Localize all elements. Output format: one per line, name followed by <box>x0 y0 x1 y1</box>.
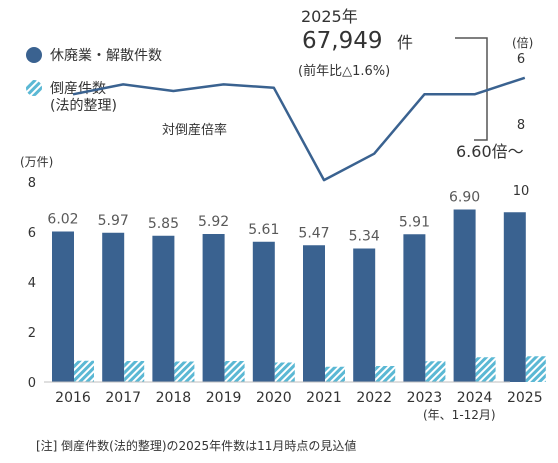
x-axis-tick-label: 2019 <box>206 390 242 406</box>
bar-bankruptcies <box>174 361 195 382</box>
header-yoy: (前年比△1.6%) <box>298 63 390 79</box>
value-label: 6.02 <box>47 212 78 228</box>
bar-closures <box>152 235 175 382</box>
right-axis-ticks: 6 8 10 <box>513 52 530 199</box>
right-axis-tick-label: 8 <box>517 118 525 133</box>
x-axis-tick-label: 2024 <box>457 390 493 406</box>
value-label: 5.34 <box>349 229 380 245</box>
header-count: 67,949 <box>302 28 382 54</box>
value-label: 5.47 <box>298 225 329 241</box>
legend-label-line: 倒産件数 <box>50 81 106 97</box>
bar-closures <box>102 232 125 382</box>
bar-closures <box>303 245 325 382</box>
value-labels: 6.02 5.97 5.85 5.92 5.61 5.47 5.34 5.91 6.90 <box>47 190 480 245</box>
left-axis-unit: (万件) <box>20 155 53 169</box>
left-axis-tick-label: 0 <box>28 376 36 391</box>
legend: 休廃業・解散件数 倒産件数(法的整理) <box>26 47 162 114</box>
bar-bankruptcies <box>425 361 446 382</box>
x-axis-tick-label: 2016 <box>55 390 91 406</box>
left-axis-tick-label: 6 <box>28 226 36 241</box>
legend-label-closures: 休廃業・解散件数 <box>50 47 162 64</box>
value-label: 5.91 <box>399 214 430 230</box>
bar-bankruptcies <box>274 362 295 382</box>
x-axis-tick-label: 2021 <box>306 390 342 406</box>
value-label: 5.61 <box>248 222 279 238</box>
x-axis-tick-label: 2020 <box>256 390 292 406</box>
x-axis-ticks: 2016 2017 2018 2019 2020 2021 2022 2023 2024 2025 <box>55 390 542 406</box>
left-axis-tick-label: 2 <box>28 326 36 341</box>
ratio-callout: 6.60倍～ <box>456 142 524 161</box>
value-label: 5.85 <box>148 216 179 232</box>
bar-bankruptcies <box>375 366 396 382</box>
value-label: 6.90 <box>449 190 480 206</box>
bar-closures <box>503 212 526 382</box>
bar-closures <box>202 234 225 382</box>
bar-bankruptcies <box>74 360 94 382</box>
legend-label-bankruptcies: 倒産件数(法的整理) <box>50 81 117 114</box>
bar-closures <box>403 234 426 382</box>
bar-bankruptcies <box>325 366 345 382</box>
value-label: 5.97 <box>98 213 129 229</box>
header-count-unit: 件 <box>397 33 413 52</box>
legend-marker-closures <box>26 47 42 63</box>
bar-bankruptcies <box>224 361 245 382</box>
bar-closures <box>453 209 476 382</box>
x-axis-tick-label: 2023 <box>407 390 443 406</box>
bar-bankruptcies <box>525 356 546 382</box>
bars <box>52 209 546 382</box>
right-axis-tick-label: 6 <box>517 52 525 67</box>
legend-marker-bankruptcies <box>26 80 42 96</box>
x-axis-unit: (年、1-12月) <box>423 408 496 422</box>
ratio-line-label: 対倒産倍率 <box>162 122 227 138</box>
x-axis-tick-label: 2018 <box>156 390 192 406</box>
right-axis-unit: (倍) <box>512 35 533 50</box>
left-axis-tick-label: 4 <box>28 276 36 291</box>
bar-closures <box>353 248 376 382</box>
header-year: 2025年 <box>301 7 358 26</box>
bar-closures <box>52 231 74 382</box>
legend-label-line: (法的整理) <box>50 98 117 114</box>
callout-leader <box>455 37 488 141</box>
bar-closures <box>252 241 275 382</box>
bar-bankruptcies <box>475 357 496 382</box>
x-axis-tick-label: 2025 <box>507 390 543 406</box>
bar-bankruptcies <box>124 361 145 382</box>
left-axis-tick-label: 8 <box>28 176 36 191</box>
x-axis-tick-label: 2022 <box>356 390 392 406</box>
right-axis-tick-label: 10 <box>513 184 530 199</box>
ratio-line <box>72 76 526 182</box>
left-axis-ticks: 0 2 4 6 8 <box>28 176 36 391</box>
x-axis-tick-label: 2017 <box>105 390 141 406</box>
footnote: [注] 倒産件数(法的整理)の2025年件数は11月時点の見込値 <box>36 438 356 453</box>
value-label: 5.92 <box>198 214 229 230</box>
